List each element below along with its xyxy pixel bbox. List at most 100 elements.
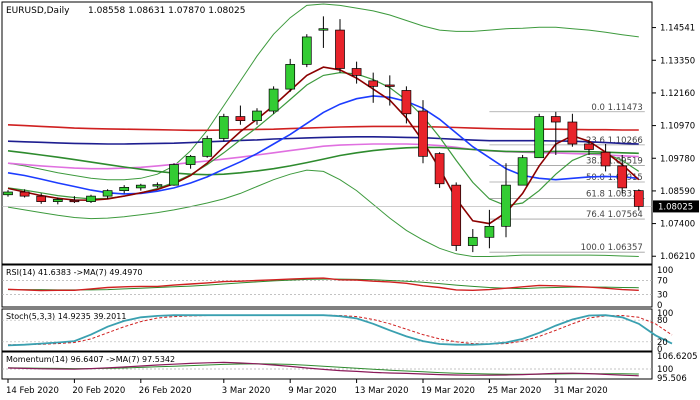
candle-body-23: [384, 84, 395, 87]
ma-line-2: [7, 143, 639, 170]
momentum-panel: [1, 351, 653, 380]
stoch-panel: [1, 308, 653, 352]
fib-label-4: 61.8 1.08311: [586, 190, 643, 200]
date-tick-label-6: 19 Mar 2020: [421, 386, 475, 396]
band-upper-line: [7, 3, 639, 181]
momentum-tick-label-1: 100: [657, 365, 673, 375]
candle-body-4: [69, 199, 80, 203]
candle-body-22: [368, 80, 379, 87]
candle-body-36: [600, 151, 611, 167]
rsi-label: RSI(14) 41.6383 ->MA(7) 49.4970: [6, 268, 143, 277]
date-tick-label-4: 9 Mar 2020: [288, 386, 336, 396]
rsi-tick-label-3: 0: [657, 301, 662, 311]
candle-body-5: [86, 195, 96, 202]
momentum-tick-label-0: 106.6205: [657, 352, 698, 362]
date-tick-label-3: 3 Mar 2020: [222, 386, 270, 396]
candle-body-35: [584, 143, 594, 150]
momentum-line: [7, 361, 639, 377]
candle-body-21: [351, 68, 362, 76]
fib-label-2: 38.2 1.09519: [586, 156, 643, 166]
axis-layer: 1.14541 1.13350 1.12160 1.10970 1.09780 1.085…: [6, 24, 699, 396]
candle-body-29: [484, 225, 495, 238]
ma-line-3: [7, 146, 639, 176]
date-tick-label-1: 20 Feb 2020: [72, 386, 125, 396]
candle-body-31: [517, 157, 528, 186]
candle-body-32: [534, 116, 545, 159]
rsi-ma-line: [8, 278, 639, 291]
candle-body-10: [169, 164, 179, 186]
ohlc-header: 1.08558 1.08631 1.07870 1.08025: [88, 6, 245, 16]
stoch-layer: [2, 314, 673, 347]
momentum-layer: [2, 361, 652, 377]
candle-body-28: [467, 236, 478, 246]
candle-body-19: [318, 28, 329, 31]
candle-body-11: [185, 155, 196, 165]
band-lower-line: [7, 169, 639, 257]
candle-body-1: [19, 191, 30, 197]
current-price-tag: [653, 200, 699, 213]
candle-body-8: [135, 184, 146, 189]
stoch-tick-label-2: 20: [657, 338, 668, 348]
date-tick-label-5: 13 Mar 2020: [355, 386, 409, 396]
stoch-k-line: [7, 314, 673, 347]
fib-label-3: 50.0 1.08915: [586, 173, 643, 183]
ma-line-6: [7, 66, 640, 225]
price-tick-label-0: 1.14541: [660, 24, 695, 34]
ma-line-1: [7, 136, 639, 145]
stoch-tick-label-3: 0: [657, 345, 662, 355]
price-tick-label-6: 1.07400: [660, 220, 695, 230]
rsi-layer: [2, 277, 652, 295]
fib-label-6: 100.0 1.06357: [581, 243, 643, 253]
ma-line-5: [7, 71, 640, 207]
candle-body-13: [218, 116, 229, 139]
price-tick-label-1: 1.13350: [660, 56, 695, 66]
candle-body-33: [550, 116, 561, 123]
candle-body-34: [567, 121, 578, 145]
fib-label-1: 23.6 1.10266: [586, 136, 643, 146]
price-panel: [1, 1, 653, 265]
fib-label-0: 0.0 1.11473: [591, 103, 642, 113]
candle-body-26: [434, 153, 445, 185]
stoch-tick-label-1: 80: [657, 316, 668, 326]
candle-body-7: [119, 186, 130, 191]
candle-body-2: [36, 195, 47, 202]
date-tick-label-0: 14 Feb 2020: [6, 386, 59, 396]
date-tick-label-8: 31 Mar 2020: [554, 386, 608, 396]
candle-body-0: [3, 191, 13, 196]
candle-body-6: [102, 190, 113, 197]
candle-body-30: [501, 184, 511, 227]
stoch-tick-label-0: 100: [657, 309, 673, 319]
price-tick-label-2: 1.12160: [660, 89, 695, 99]
symbol-label: EURUSD,Daily: [6, 6, 70, 16]
rsi-tick-label-1: 70: [657, 277, 668, 287]
fib-label-5: 76.4 1.07564: [586, 210, 643, 220]
date-tick-label-2: 26 Feb 2020: [139, 386, 192, 396]
price-tick-label-4: 1.09780: [660, 154, 695, 164]
price-tick-label-7: 1.06210: [660, 252, 695, 262]
rsi-tick-label-0: 100: [657, 266, 673, 276]
ma-line-4: [7, 95, 639, 195]
date-tick-label-7: 25 Mar 2020: [487, 386, 541, 396]
stoch-label: Stoch(5,3,3) 14.9235 39.2011: [6, 312, 126, 321]
price-tick-label-3: 1.10970: [660, 122, 695, 132]
candle-body-27: [451, 184, 462, 246]
candle-body-3: [52, 199, 63, 202]
price-layer: 0.0 1.11473 23.6 1.10266 38.2 1.09519 50.0 …: [2, 3, 652, 257]
candle-body-16: [268, 88, 279, 112]
candle-body-15: [252, 110, 262, 121]
price-tick-label-5: 1.08590: [660, 187, 695, 197]
current-price-label: 1.08025: [658, 202, 693, 212]
candle-body-17: [285, 64, 296, 90]
candle-body-14: [235, 116, 246, 121]
candle-body-25: [418, 110, 428, 157]
candle-body-37: [617, 165, 628, 189]
momentum-label: Momentum(14) 96.6407 ->MA(7) 97.5342: [6, 355, 175, 364]
rsi-panel: [1, 264, 653, 308]
momentum-tick-label-2: 95.506: [657, 374, 687, 384]
candle-body-38: [633, 190, 644, 207]
ma-line-0: [7, 124, 639, 132]
candle-body-20: [335, 29, 345, 69]
rsi-line: [7, 277, 639, 292]
candle-body-24: [401, 90, 412, 115]
